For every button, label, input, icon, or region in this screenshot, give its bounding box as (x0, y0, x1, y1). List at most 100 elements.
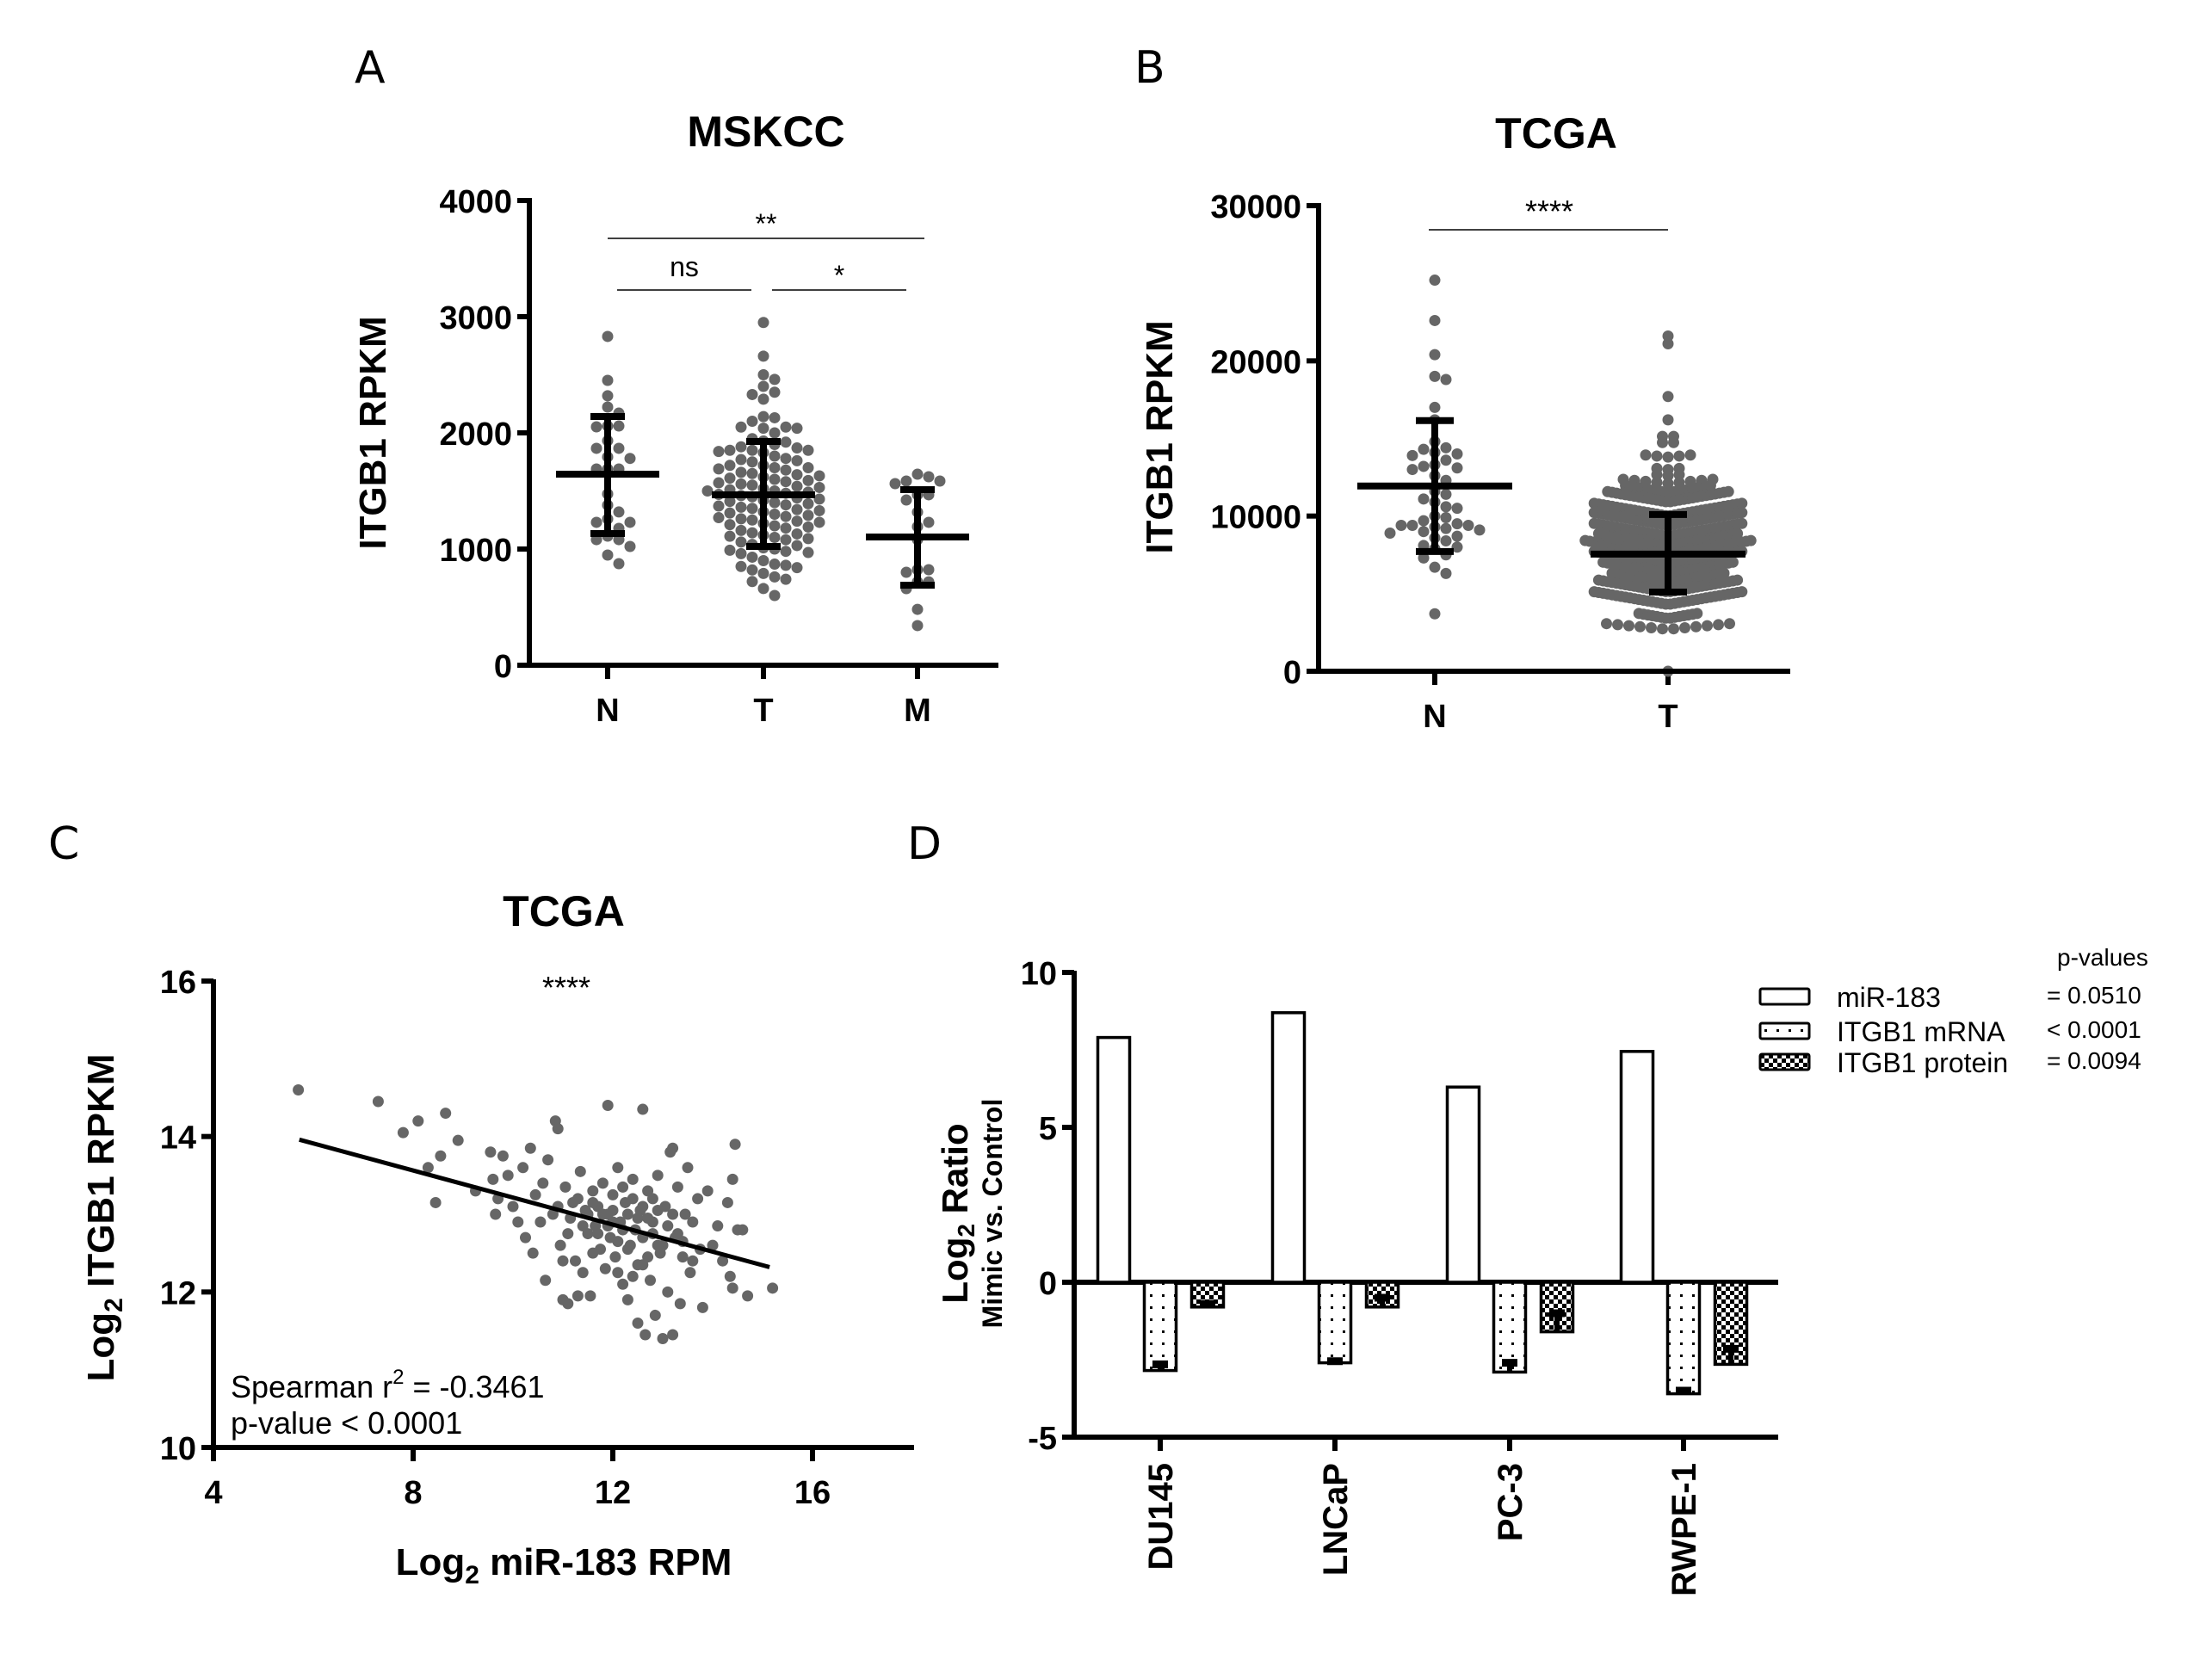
panel-a-t-point (813, 470, 825, 482)
panel-d-axes (1072, 971, 1778, 1440)
panel-b-t-point (1640, 449, 1652, 461)
panel-a-t-point (791, 503, 803, 515)
panel-c-point (612, 1236, 624, 1248)
panel-c-point (592, 1228, 604, 1240)
panel-a-t-point (802, 474, 814, 486)
panel-c-point (570, 1255, 581, 1267)
panel-b-n-point (1440, 535, 1452, 547)
panel-c-point (607, 1188, 619, 1200)
panel-c-point (671, 1181, 683, 1193)
panel-a-t-point (724, 519, 736, 531)
panel-c-xlabel-rest: miR-183 RPM (479, 1541, 732, 1583)
panel-c-point (621, 1244, 633, 1256)
panel-c-point (587, 1185, 599, 1197)
panel-c-point (507, 1200, 519, 1213)
panel-a-ytick-label: 3000 (439, 300, 512, 336)
panel-c-ytick-label: 12 (160, 1275, 196, 1311)
panel-b-n-point (1440, 511, 1452, 523)
panel-b-n-point (1451, 448, 1463, 460)
legend-swatch-mir-183 (1758, 987, 1811, 1006)
panel-a-m-point (911, 603, 924, 615)
panel-c-point (687, 1255, 699, 1267)
panel-d-mimic-bars: Log2 Ratio Mimic vs. Control -5 0 5 10 DU14… (935, 944, 2148, 1596)
panel-d-xtick-label: LNCaP (1317, 1463, 1355, 1576)
panel-d-ytick-label: 0 (1039, 1266, 1057, 1302)
panel-b-n-point (1440, 454, 1452, 466)
panel-c-point (612, 1162, 624, 1174)
panel-b-n-point (1440, 441, 1452, 454)
panel-c-point (497, 1150, 509, 1162)
panel-b-xtick-label: T (1658, 699, 1678, 735)
panel-b-n-point (1474, 524, 1486, 536)
panel-b-n-point (1406, 464, 1418, 476)
panel-a-t-point (780, 476, 792, 488)
panel-d-bar-itgb1-mrna (1492, 1281, 1528, 1374)
panel-a-t-point (735, 547, 747, 559)
legend-label: miR-183 (1837, 982, 1941, 1013)
panel-c-point (724, 1270, 736, 1282)
panel-a-m-point (923, 471, 935, 483)
panel-c-point (701, 1185, 714, 1197)
panel-b-t-point (1673, 469, 1685, 481)
panel-a-t-point (791, 528, 803, 540)
panel-a-t-point (769, 373, 781, 386)
panel-a-n-point (624, 453, 636, 465)
panel-a-m-point (911, 468, 924, 480)
legend-pvalue: = 0.0510 (2047, 982, 2141, 1009)
panel-a-t-point (769, 559, 781, 571)
panel-a-sig-label: ** (756, 208, 777, 239)
panel-a-t-point (769, 520, 781, 532)
panel-b-n-point (1418, 443, 1430, 455)
panel-b-t-point (1612, 619, 1623, 631)
panel-a-t-point (713, 463, 725, 475)
panel-a-t-point (746, 503, 758, 515)
panel-a-t-point (724, 460, 736, 472)
panel-c-point (429, 1196, 442, 1208)
legend-label: ITGB1 protein (1837, 1047, 2008, 1078)
panel-c-point (293, 1083, 305, 1095)
panel-a-t-point (769, 473, 781, 485)
panel-b-t-point (1651, 469, 1663, 481)
panel-a-t-point (724, 530, 736, 542)
panel-c-point (572, 1290, 584, 1302)
panel-c-point (717, 1255, 729, 1267)
panel-a-t-point (746, 514, 758, 526)
panel-c-point (524, 1142, 536, 1154)
panel-b-n-point (1418, 515, 1430, 527)
panel-a-t-point (746, 564, 758, 576)
panel-c-point (652, 1204, 664, 1216)
panel-b-t-point (1668, 623, 1679, 635)
panel-a-t-point (746, 388, 758, 400)
panel-c-point (667, 1329, 679, 1341)
panel-a-title: MSKCC (687, 108, 844, 156)
panel-c-significance: **** (542, 970, 590, 1005)
panel-b-n-point (1429, 401, 1441, 413)
panel-c-point (667, 1142, 679, 1154)
panel-a-t-point (735, 441, 747, 453)
panel-a-t-point (780, 499, 792, 511)
panel-c-point (646, 1193, 658, 1205)
panel-c-point (435, 1150, 447, 1162)
panel-a-t-point (791, 454, 803, 466)
panel-b-t-point (1722, 485, 1734, 497)
panel-b-ytick-label: 30000 (1210, 189, 1301, 225)
panel-d-bar-mir-183 (1096, 1035, 1132, 1284)
panel-b-n-point (1451, 541, 1463, 553)
panel-a-t-point (769, 509, 781, 520)
panel-a-t-point (757, 410, 769, 423)
panel-c-point (596, 1208, 609, 1220)
panel-a-t-point (735, 478, 747, 490)
panel-a-t-point (757, 555, 769, 566)
panel-c-point (621, 1208, 633, 1220)
panel-c-ylabel-sub: 2 (100, 1298, 128, 1312)
panel-c-point (617, 1181, 629, 1193)
panel-c-point (577, 1220, 589, 1232)
panel-b-t-point (1736, 517, 1748, 529)
panel-c-point (729, 1139, 741, 1151)
panel-a-t-point (746, 444, 758, 456)
panel-a-t-point (813, 493, 825, 505)
panel-c-xlabel-sub: 2 (465, 1561, 479, 1589)
panel-a-t-point (802, 462, 814, 473)
panel-a-n-point (613, 442, 625, 454)
panel-a-ylabel: ITGB1 RPKM (352, 316, 394, 549)
